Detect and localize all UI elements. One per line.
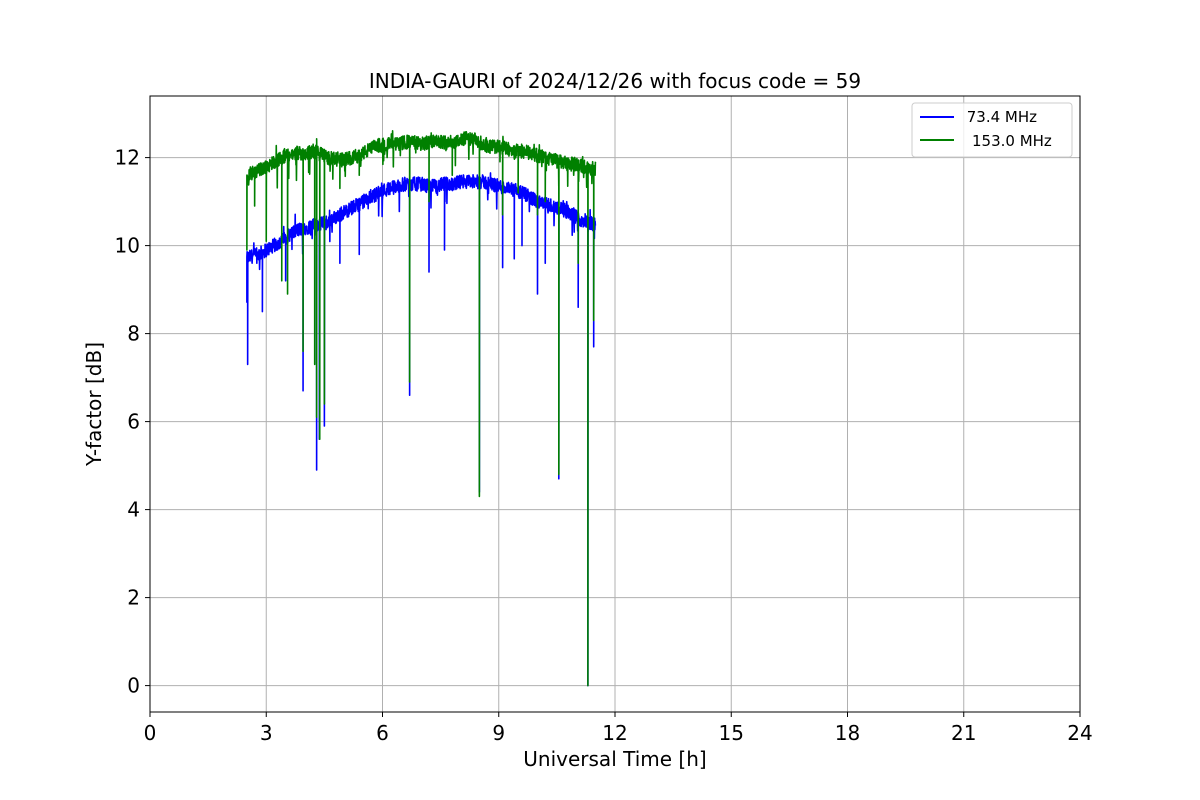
x-tick-label: 3 xyxy=(260,721,273,745)
x-tick-label: 9 xyxy=(492,721,505,745)
x-tick-label: 12 xyxy=(602,721,627,745)
series-line-73mhz xyxy=(246,172,597,687)
y-tick-label: 6 xyxy=(127,410,140,434)
x-axis: 0 3 6 9 12 15 18 21 24 xyxy=(144,712,1093,745)
series-line-153mhz xyxy=(246,130,597,687)
x-tick-label: 18 xyxy=(835,721,860,745)
y-tick-label: 2 xyxy=(127,586,140,610)
chart-title: INDIA-GAURI of 2024/12/26 with focus cod… xyxy=(369,69,861,93)
y-tick-label: 10 xyxy=(115,234,140,258)
x-tick-label: 6 xyxy=(376,721,389,745)
x-tick-label: 21 xyxy=(951,721,976,745)
x-tick-label: 15 xyxy=(719,721,744,745)
y-axis: 0 2 4 6 8 10 12 xyxy=(115,146,150,698)
series-layer xyxy=(246,130,597,687)
plot-area xyxy=(246,130,597,687)
legend-label-153mhz: 153.0 MHz xyxy=(972,132,1052,150)
y-tick-label: 8 xyxy=(127,322,140,346)
x-axis-label: Universal Time [h] xyxy=(523,747,706,771)
y-axis-label: Y-factor [dB] xyxy=(82,342,106,467)
legend-label-73mhz: 73.4 MHz xyxy=(962,108,1037,126)
x-tick-label: 0 xyxy=(144,721,157,745)
x-tick-label: 24 xyxy=(1067,721,1092,745)
y-tick-label: 12 xyxy=(115,146,140,170)
legend: 73.4 MHz 153.0 MHz xyxy=(911,102,1073,158)
y-tick-label: 4 xyxy=(127,498,140,522)
y-tick-label: 0 xyxy=(127,674,140,698)
